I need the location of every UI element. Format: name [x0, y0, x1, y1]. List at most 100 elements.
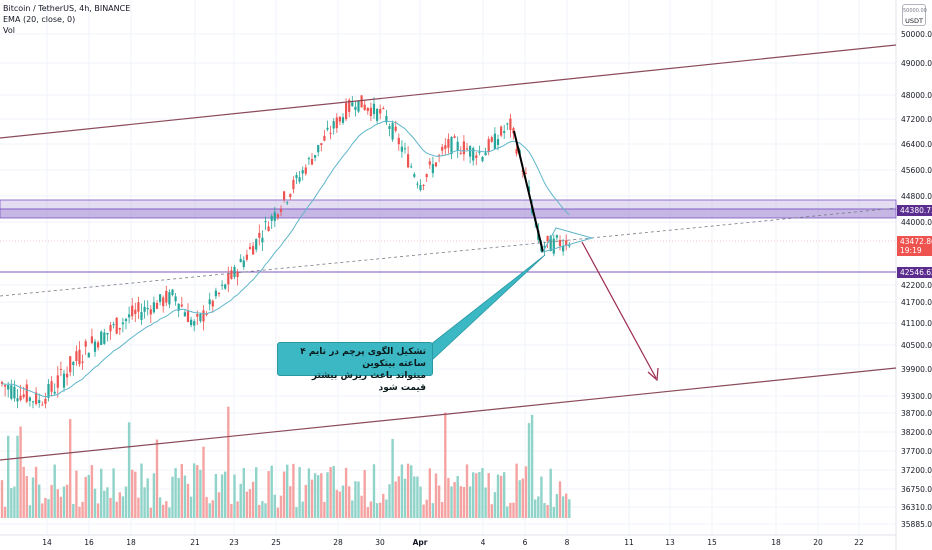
candle-body: [35, 392, 38, 404]
volume-bar: [447, 478, 450, 518]
volume-bar: [81, 501, 84, 518]
volume-bar: [416, 476, 419, 518]
volume-bar: [233, 474, 236, 518]
candle-body: [400, 146, 403, 152]
volume-bar: [348, 486, 351, 518]
date-tick-label: 15: [707, 538, 717, 547]
candle-body: [434, 162, 438, 167]
annotation-line-1: تشکیل الگوی پرچم در تایم ۴ ساعته بیتکوین: [300, 347, 426, 369]
candle-body: [22, 394, 25, 398]
volume-bar: [62, 486, 66, 518]
volume-bars: [0, 406, 571, 518]
currency-button[interactable]: 50000.00 USDT: [902, 4, 927, 26]
candle-body: [475, 155, 478, 158]
volume-bar: [109, 497, 112, 518]
volume-bar: [490, 504, 493, 518]
volume-bar: [484, 487, 487, 518]
price-axis[interactable]: 50000.00 49000.00 48000.00 47200.00 46400.00…: [897, 30, 932, 529]
candle-body: [149, 309, 152, 315]
candle-body: [155, 303, 159, 309]
price-tick-label: 37700.00: [901, 447, 932, 456]
date-tick-label: 21: [190, 538, 200, 547]
candle-body: [444, 145, 447, 149]
volume-bar: [78, 506, 81, 518]
candle-body: [72, 361, 75, 366]
candle-body: [28, 397, 31, 401]
price-tick-label: 47200.00: [901, 115, 932, 124]
candle-body: [115, 317, 118, 334]
volume-bar: [391, 438, 394, 518]
volume-bar: [543, 503, 546, 518]
date-axis[interactable]: 14 16 18 21 23 25 28 30 Apr 4 6 8 11 13 15 18 20 22: [42, 538, 864, 547]
price-badge-label: 42546.62: [900, 268, 932, 277]
volume-indicator-label[interactable]: Vol: [3, 26, 15, 35]
candle-body: [441, 146, 444, 151]
date-tick-label: 28: [333, 538, 343, 547]
candle-body: [224, 284, 227, 289]
volume-bar: [180, 463, 183, 518]
candle-body: [81, 361, 84, 363]
volume-bar: [255, 467, 258, 518]
volume-bar: [44, 497, 47, 518]
volume-bar: [313, 473, 317, 518]
volume-bar: [450, 486, 453, 518]
date-tick-label: 13: [665, 538, 675, 547]
candle-body: [515, 148, 518, 154]
candle-body: [270, 216, 273, 221]
candle-body: [289, 194, 292, 198]
candle-body: [357, 100, 360, 112]
candle-body: [555, 235, 558, 238]
candle-body: [87, 352, 90, 358]
date-tick-label: 4: [481, 538, 486, 547]
volume-bar: [298, 467, 301, 518]
candle-body: [242, 260, 245, 268]
candle-body: [211, 300, 214, 307]
ema-indicator-label[interactable]: EMA (20, close, 0): [3, 15, 76, 24]
volume-bar: [403, 478, 407, 518]
annotation-callout[interactable]: تشکیل الگوی پرچم در تایم ۴ ساعته بیتکوین…: [277, 342, 433, 393]
candle-body: [403, 148, 407, 150]
price-tick-label: 45600.00: [901, 166, 932, 175]
candle-body: [310, 158, 314, 165]
candle-body: [323, 135, 326, 141]
price-badge: [897, 236, 932, 256]
candle-body: [31, 401, 35, 403]
candle-body: [341, 117, 345, 123]
candle-body: [140, 312, 143, 320]
volume-bar: [3, 506, 7, 518]
candle-body: [363, 104, 366, 110]
candle-body: [236, 272, 239, 277]
candle-body: [447, 138, 450, 148]
currency-top-value: 50000.00: [903, 8, 927, 14]
flag-pole: [513, 130, 544, 253]
volume-bar: [323, 501, 326, 518]
volume-bar: [388, 484, 391, 518]
candle-body: [78, 349, 81, 365]
candle-body: [462, 141, 465, 155]
symbol-title[interactable]: Bitcoin / TetherUS, 4h, BINANCE: [3, 4, 131, 13]
volume-bar: [224, 471, 227, 518]
volume-bar: [214, 474, 218, 518]
volume-bar: [518, 480, 521, 518]
volume-bar: [527, 423, 531, 518]
candle-body: [69, 356, 72, 373]
volume-bar: [121, 496, 125, 518]
volume-bar: [332, 465, 335, 518]
volume-bar: [158, 497, 162, 518]
candle-body: [320, 143, 323, 146]
price-tick-label: 41100.00: [901, 319, 932, 328]
candle-body: [509, 118, 512, 131]
candle-body: [100, 331, 103, 345]
candle-body: [419, 184, 422, 191]
volume-bar: [236, 501, 239, 518]
volume-bar: [50, 484, 53, 518]
price-tick-label: 38200.00: [901, 428, 932, 437]
candle-body: [93, 341, 97, 352]
price-badge: [897, 205, 932, 216]
candle-body: [168, 292, 171, 305]
volume-bar: [456, 476, 459, 518]
candle-body: [0, 381, 4, 384]
candle-body: [385, 115, 388, 123]
volume-bar: [171, 476, 174, 518]
